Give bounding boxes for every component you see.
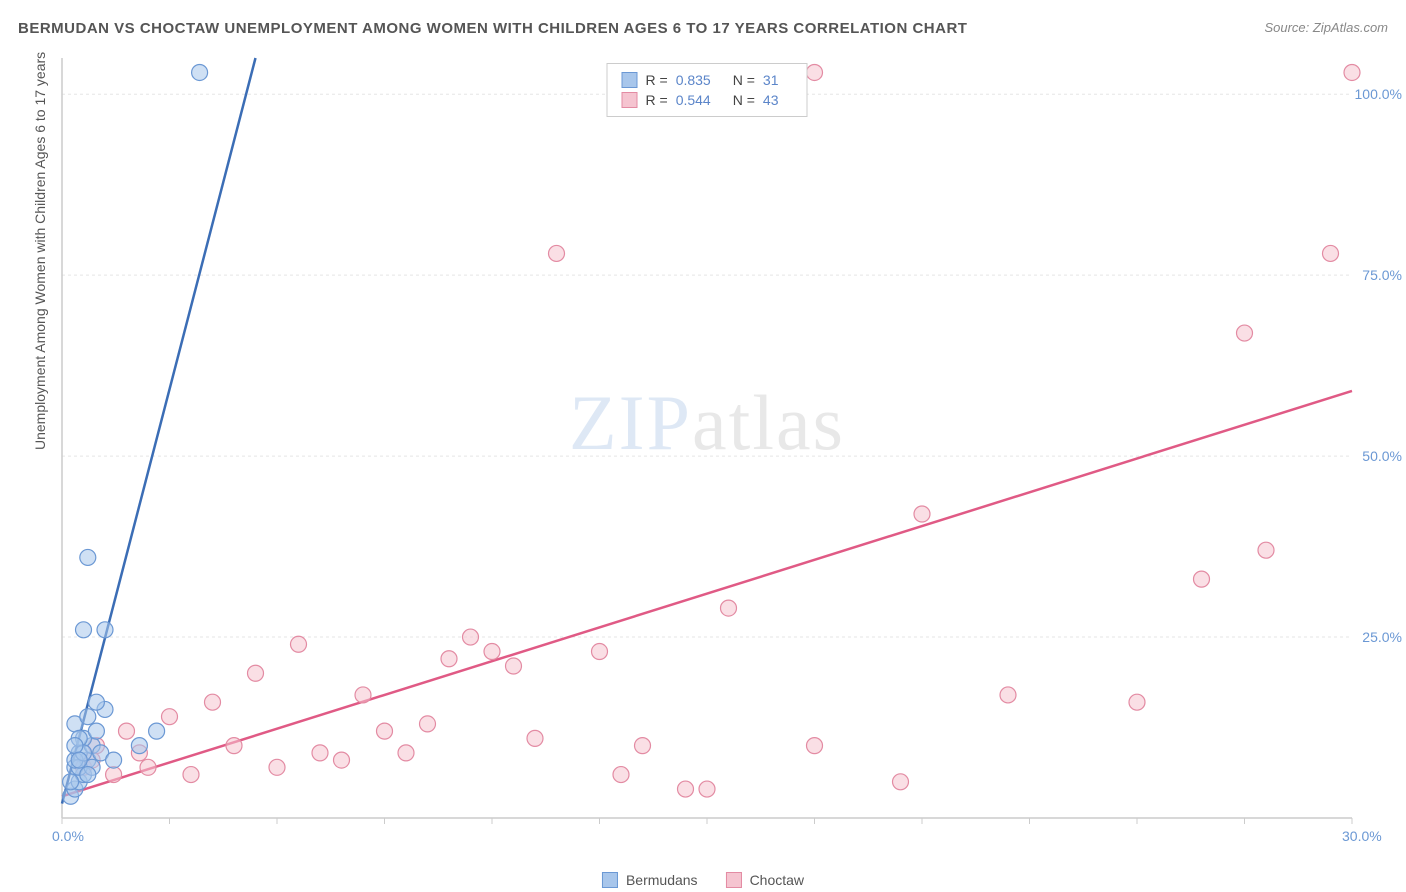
- stat-n-choctaw: 43: [763, 92, 779, 108]
- x-tick-label: 30.0%: [1342, 828, 1382, 844]
- correlation-stats-box: R = 0.835 N = 31 R = 0.544 N = 43: [607, 63, 808, 117]
- y-tick-label: 100.0%: [1355, 86, 1402, 102]
- stat-r-label: R =: [646, 72, 668, 88]
- stat-n-bermudans: 31: [763, 72, 779, 88]
- legend-item-bermudans: Bermudans: [602, 872, 698, 888]
- stat-n-label: N =: [733, 92, 755, 108]
- y-axis-label: Unemployment Among Women with Children A…: [32, 52, 48, 450]
- swatch-bermudans: [602, 872, 618, 888]
- swatch-choctaw: [726, 872, 742, 888]
- legend-label-bermudans: Bermudans: [626, 872, 698, 888]
- y-tick-label: 50.0%: [1362, 448, 1402, 464]
- stats-row-choctaw: R = 0.544 N = 43: [622, 90, 793, 110]
- chart-container: BERMUDAN VS CHOCTAW UNEMPLOYMENT AMONG W…: [0, 0, 1406, 892]
- legend: Bermudans Choctaw: [602, 872, 804, 888]
- legend-label-choctaw: Choctaw: [750, 872, 804, 888]
- stats-row-bermudans: R = 0.835 N = 31: [622, 70, 793, 90]
- swatch-choctaw: [622, 92, 638, 108]
- stat-n-label: N =: [733, 72, 755, 88]
- y-tick-label: 75.0%: [1362, 267, 1402, 283]
- source-attribution: Source: ZipAtlas.com: [1264, 20, 1388, 35]
- chart-title: BERMUDAN VS CHOCTAW UNEMPLOYMENT AMONG W…: [18, 20, 967, 37]
- x-tick-label: 0.0%: [52, 828, 84, 844]
- legend-item-choctaw: Choctaw: [726, 872, 804, 888]
- y-tick-label: 25.0%: [1362, 629, 1402, 645]
- plot-area: ZIPatlas R = 0.835 N = 31 R = 0.544 N = …: [62, 58, 1352, 818]
- stat-r-bermudans: 0.835: [676, 72, 711, 88]
- stat-r-choctaw: 0.544: [676, 92, 711, 108]
- stat-r-label: R =: [646, 92, 668, 108]
- scatter-plot-svg: [62, 58, 1352, 818]
- swatch-bermudans: [622, 72, 638, 88]
